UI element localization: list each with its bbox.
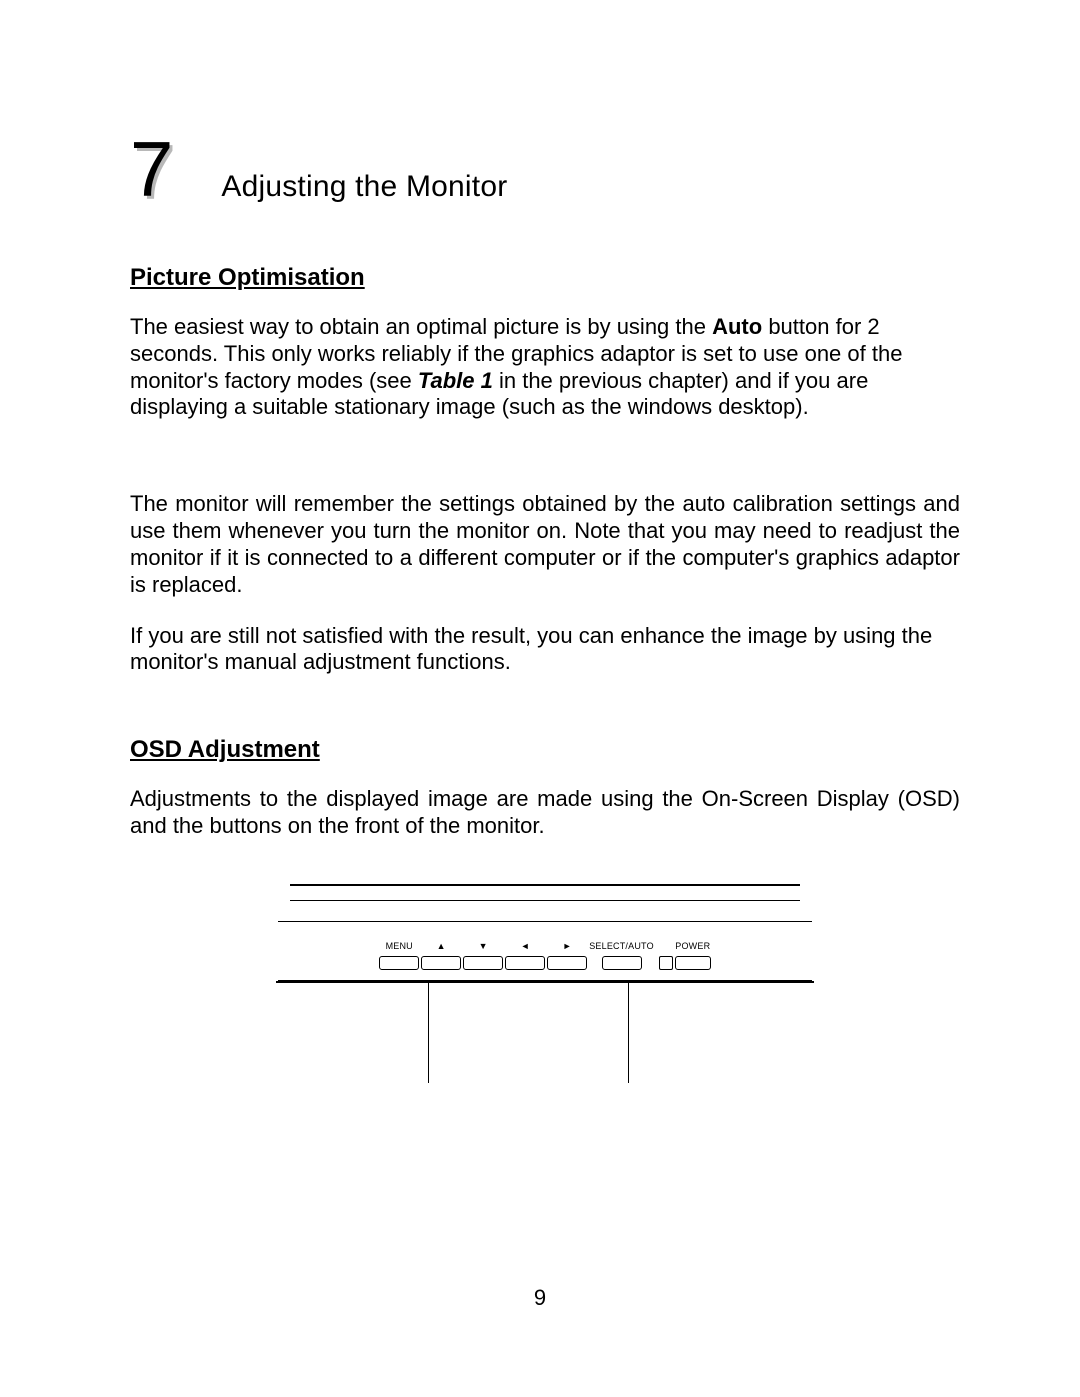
- diagram-button-row: MENU ▲ ▼ ◄ ► SELECT/AUTO: [300, 940, 790, 970]
- diagram-select-col: SELECT/AUTO: [589, 940, 654, 970]
- bold-auto: Auto: [712, 314, 762, 339]
- diagram-button-panel: MENU ▲ ▼ ◄ ► SELECT/AUTO: [290, 921, 800, 981]
- power-led: [659, 956, 673, 970]
- power-label: POWER: [675, 940, 710, 952]
- diagram-leg-right: [628, 983, 629, 1083]
- diagram-line: [290, 884, 800, 886]
- menu-label: MENU: [386, 940, 413, 952]
- select-auto-button: [602, 956, 642, 970]
- bold-italic-table1: Table 1: [418, 368, 493, 393]
- power-button: [675, 956, 711, 970]
- chapter-title: Adjusting the Monitor: [221, 170, 507, 204]
- diagram-down-col: ▼: [463, 940, 503, 970]
- paragraph-picture-opt-1: The easiest way to obtain an optimal pic…: [130, 314, 960, 421]
- diagram-menu-col: MENU: [379, 940, 419, 970]
- diagram-leg-left: [428, 983, 429, 1083]
- diagram-right-col: ►: [547, 940, 587, 970]
- diagram-power-col: POWER: [675, 940, 711, 970]
- paragraph-osd-1: Adjustments to the displayed image are m…: [130, 786, 960, 840]
- paragraph-picture-opt-2: The monitor will remember the settings o…: [130, 491, 960, 598]
- section-heading-osd-adjustment: OSD Adjustment: [130, 736, 960, 764]
- diagram-line: [290, 900, 800, 901]
- monitor-front-diagram: MENU ▲ ▼ ◄ ► SELECT/AUTO: [290, 884, 800, 1083]
- left-arrow-icon: ◄: [521, 940, 530, 952]
- chapter-header: 7 7 Adjusting the Monitor: [130, 130, 960, 208]
- left-button: [505, 956, 545, 970]
- chapter-number-wrap: 7 7: [130, 130, 173, 208]
- diagram-up-col: ▲: [421, 940, 461, 970]
- led-spacer: [664, 940, 667, 952]
- diagram-led-col: [659, 940, 673, 970]
- right-arrow-icon: ►: [563, 940, 572, 952]
- menu-button: [379, 956, 419, 970]
- down-arrow-icon: ▼: [479, 940, 488, 952]
- diagram-stand-legs: [290, 983, 800, 1083]
- down-button: [463, 956, 503, 970]
- up-arrow-icon: ▲: [437, 940, 446, 952]
- chapter-number: 7: [130, 125, 173, 213]
- select-auto-label: SELECT/AUTO: [589, 940, 654, 952]
- section-heading-picture-optimisation: Picture Optimisation: [130, 264, 960, 292]
- diagram-left-col: ◄: [505, 940, 545, 970]
- page-number: 9: [0, 1285, 1080, 1311]
- paragraph-picture-opt-3: If you are still not satisfied with the …: [130, 623, 960, 677]
- spacer: [130, 445, 960, 491]
- right-button: [547, 956, 587, 970]
- text: The easiest way to obtain an optimal pic…: [130, 314, 712, 339]
- up-button: [421, 956, 461, 970]
